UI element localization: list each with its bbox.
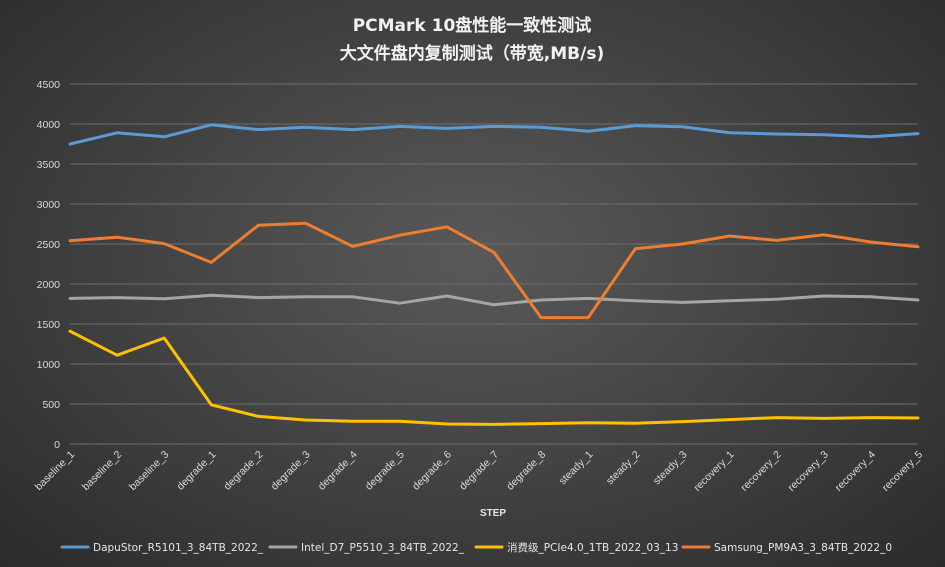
y-tick-label: 1000	[37, 359, 61, 371]
x-tick-label: baseline_2	[80, 449, 125, 494]
x-axis: baseline_1 baseline_2 baseline_3 degrade_1 d…	[33, 449, 926, 494]
series-line-2	[68, 293, 920, 307]
y-tick-label: 2000	[37, 279, 61, 291]
x-tick-label: baseline_1	[33, 449, 78, 494]
gridlines	[70, 83, 918, 445]
x-tick-label: recovery_1	[691, 449, 736, 494]
x-tick-label: recovery_4	[833, 449, 878, 494]
y-tick-label: 4000	[37, 119, 61, 131]
x-tick-label: degrade_6	[410, 449, 454, 493]
x-tick-label: degrade_4	[316, 449, 360, 493]
y-tick-label: 3000	[37, 199, 61, 211]
y-tick-label: 1500	[37, 319, 61, 331]
x-tick-label: steady_3	[651, 449, 690, 488]
legend-label: Intel_D7_P5510_3_84TB_2022_	[301, 542, 465, 554]
y-tick-label: 500	[42, 399, 60, 411]
y-tick-label: 2500	[37, 239, 61, 251]
x-tick-label: steady_2	[604, 449, 643, 488]
y-tick-label: 4500	[37, 79, 61, 91]
y-axis: 0 500 1000 1500 2000 2500 3000 3500 4000 4500	[37, 79, 61, 451]
x-axis-title: STEP	[480, 508, 506, 519]
x-tick-label: recovery_2	[739, 449, 784, 494]
y-tick-label: 0	[54, 439, 60, 451]
x-tick-label: steady_1	[557, 449, 596, 488]
x-tick-label: degrade_2	[222, 449, 266, 493]
x-tick-label: recovery_5	[880, 449, 925, 494]
legend-label: DapuStor_R5101_3_84TB_2022_	[93, 542, 264, 554]
x-tick-label: degrade_3	[269, 449, 313, 493]
x-tick-label: degrade_8	[504, 449, 548, 493]
x-tick-label: degrade_7	[457, 449, 501, 493]
series-line-4	[68, 221, 920, 320]
x-tick-label: degrade_5	[363, 449, 407, 493]
legend-label: Samsung_PM9A3_3_84TB_2022_0	[714, 542, 892, 554]
x-tick-label: degrade_1	[174, 449, 218, 493]
legend-label: 消费级_PCIe4.0_1TB_2022_03_13	[507, 541, 678, 554]
x-tick-label: baseline_3	[127, 449, 172, 494]
x-tick-label: recovery_3	[786, 449, 831, 494]
chart-title: PCMark 10盘性能一致性测试	[353, 15, 592, 36]
chart-subtitle: 大文件盘内复制测试（带宽,MB/s)	[340, 43, 604, 64]
y-tick-label: 3500	[37, 159, 61, 171]
legend: DapuStor_R5101_3_84TB_2022_ Intel_D7_P551…	[60, 541, 892, 554]
series-line-1	[68, 123, 920, 146]
series-line-3	[68, 329, 920, 426]
series-group	[68, 123, 920, 426]
